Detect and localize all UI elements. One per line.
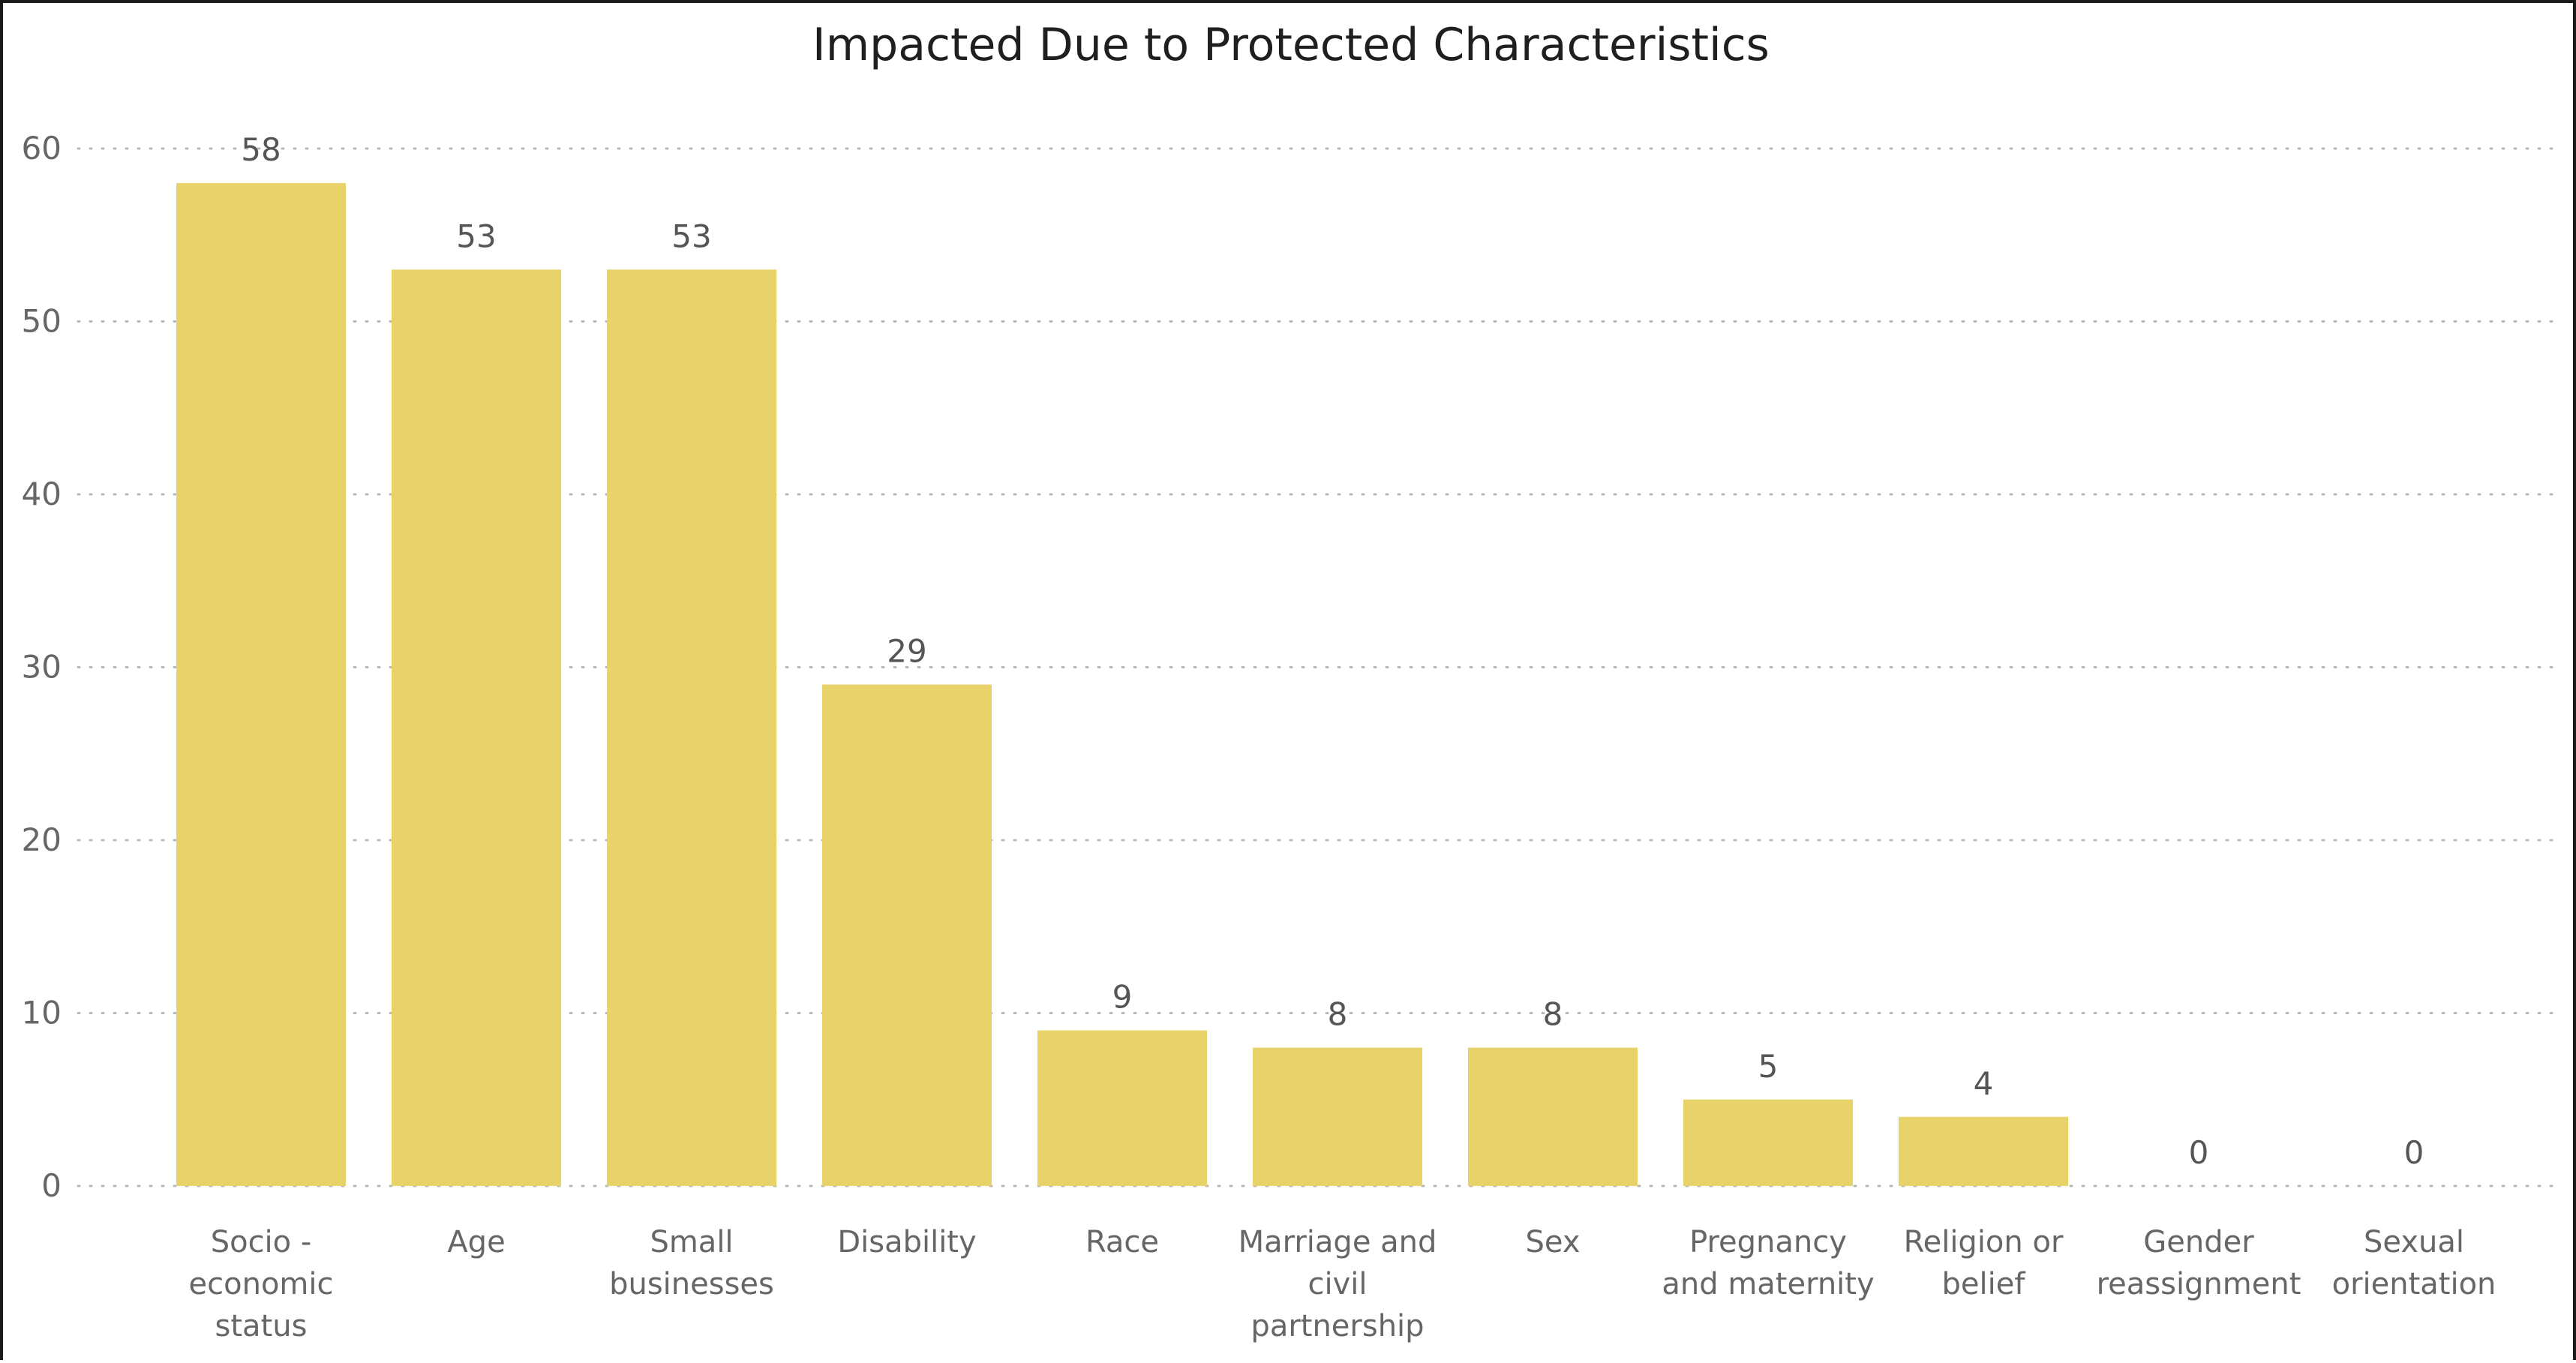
data-label: 0	[2404, 1134, 2424, 1171]
y-tick-label: 60	[22, 130, 62, 167]
x-tick-label-line: status	[215, 1309, 308, 1343]
data-label: 9	[1112, 979, 1133, 1016]
x-tick-label-line: Marriage and	[1238, 1225, 1437, 1259]
x-tick-label-line: Race	[1085, 1225, 1159, 1259]
data-label: 29	[887, 633, 926, 670]
data-label: 0	[2189, 1134, 2209, 1171]
y-tick-label: 50	[22, 303, 62, 340]
y-tick-label: 30	[22, 649, 62, 686]
x-tick-label-line: orientation	[2332, 1267, 2496, 1301]
x-tick-label: Marriage and civil partnership	[1238, 1225, 1437, 1343]
x-tick-label: Religion or belief	[1904, 1225, 2064, 1301]
x-tick-label-line: Religion or	[1904, 1225, 2064, 1259]
data-label: 53	[456, 218, 496, 254]
x-tick-label-line: Sexual	[2364, 1225, 2464, 1259]
x-tick-label: Pregnancy and maternity	[1662, 1225, 1874, 1301]
y-tick-label: 40	[22, 476, 62, 512]
data-label: 8	[1543, 996, 1563, 1033]
x-tick-label-line: businesses	[609, 1267, 774, 1301]
x-tick-label-line: belief	[1942, 1267, 2026, 1301]
x-tick-label-line: Pregnancy	[1689, 1225, 1847, 1259]
bar[interactable]	[607, 269, 776, 1187]
y-axis: 0 10 20 30 40 50 60	[22, 130, 62, 1204]
bar[interactable]	[392, 269, 561, 1187]
y-tick-label: 10	[22, 995, 62, 1031]
x-tick-label-line: Disability	[837, 1225, 976, 1259]
x-tick-label: Sexual orientation	[2332, 1225, 2496, 1301]
y-tick-label: 0	[41, 1167, 62, 1204]
bar[interactable]	[1899, 1116, 2068, 1186]
bar[interactable]	[176, 183, 346, 1187]
x-tick-label: Socio - economic status	[189, 1225, 334, 1343]
x-tick-label: Gender reassignment	[2097, 1225, 2301, 1301]
bar-chart: Impacted Due to Protected Characteristic…	[22, 19, 2562, 1343]
chart-title: Impacted Due to Protected Characteristic…	[812, 19, 1770, 71]
x-tick-label-line: Socio -	[211, 1225, 312, 1259]
x-tick-label: Disability	[837, 1225, 976, 1259]
x-tick-label-line: Sex	[1526, 1225, 1581, 1259]
x-tick-label-line: Gender	[2143, 1225, 2254, 1259]
bar[interactable]	[1253, 1047, 1422, 1186]
x-tick-label-line: reassignment	[2097, 1267, 2301, 1301]
x-axis: Socio - economic status Age Small businesses D…	[189, 1225, 2496, 1343]
data-labels: 58 53 53 29 9 8 8 5 4 0 0	[241, 131, 2424, 1171]
y-tick-label: 20	[22, 821, 62, 858]
data-label: 5	[1758, 1048, 1779, 1085]
data-label: 53	[671, 218, 711, 254]
x-tick-label-line: economic	[189, 1267, 334, 1301]
x-tick-label: Age	[447, 1225, 505, 1259]
data-label: 8	[1328, 996, 1348, 1033]
bar[interactable]	[1468, 1047, 1638, 1186]
x-tick-label-line: Small	[650, 1225, 733, 1259]
x-tick-label: Sex	[1526, 1225, 1581, 1259]
bars	[176, 183, 2068, 1187]
bar[interactable]	[822, 684, 992, 1186]
x-tick-label-line: and maternity	[1662, 1267, 1874, 1301]
x-tick-label-line: Age	[447, 1225, 505, 1259]
x-tick-label-line: civil	[1308, 1267, 1367, 1301]
data-label: 4	[1974, 1065, 1994, 1102]
data-label: 58	[241, 131, 281, 168]
bar[interactable]	[1037, 1030, 1207, 1186]
x-tick-label: Small businesses	[609, 1225, 774, 1301]
x-tick-label: Race	[1085, 1225, 1159, 1259]
x-tick-label-line: partnership	[1250, 1309, 1424, 1343]
bar[interactable]	[1683, 1099, 1853, 1186]
